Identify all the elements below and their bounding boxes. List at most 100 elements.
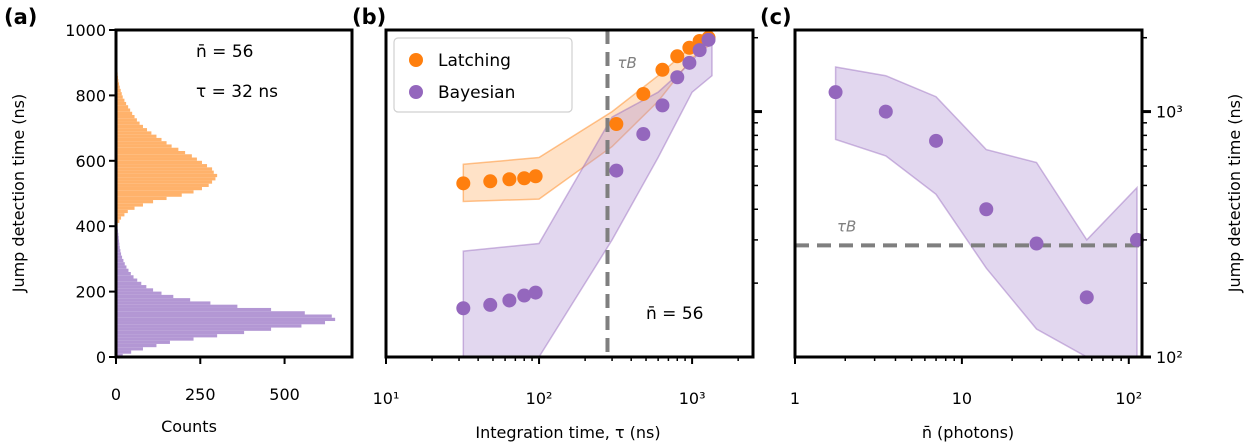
histogram-bar-bayesian <box>116 291 162 295</box>
point-latching <box>670 49 685 64</box>
histogram-bar-latching <box>116 180 213 184</box>
point-bayesian <box>929 133 944 148</box>
point-bayesian <box>1029 236 1044 251</box>
histogram-bar-latching <box>116 193 182 197</box>
histogram-bar-bayesian <box>116 298 191 302</box>
histogram-bar-latching <box>116 157 197 161</box>
legend-latching-label: Latching <box>438 51 511 71</box>
point-latching <box>636 86 651 101</box>
histogram-bar-bayesian <box>116 317 336 322</box>
histogram-bar-latching <box>116 141 167 145</box>
histogram-bar-latching <box>116 173 218 178</box>
panel-c-x-tick-label: 10 <box>952 389 972 408</box>
histogram-bar-bayesian <box>116 294 174 299</box>
histogram-bar-latching <box>116 164 208 168</box>
histogram-bar-latching <box>116 124 143 129</box>
point-bayesian <box>828 85 843 100</box>
panel-a-y-label: Jump detection time (ns) <box>9 94 28 294</box>
histogram-bar-latching <box>116 95 123 99</box>
histogram-bar-bayesian <box>116 245 120 250</box>
point-latching <box>456 176 471 191</box>
histogram-bar-bayesian <box>116 249 121 253</box>
histogram-bar-latching <box>116 170 214 174</box>
panel-a-x-tick-label: 0 <box>111 385 121 404</box>
histogram-bar-bayesian <box>116 324 302 328</box>
panel-c: (c) τB 1 10 10² 10² 10³ n̄ (photons) Jump de… <box>760 5 1244 442</box>
panel-a-x-label: Counts <box>161 417 217 436</box>
histogram-bar-bayesian <box>116 334 218 338</box>
histogram-bar-latching <box>116 216 122 220</box>
histogram-bar-bayesian <box>116 337 194 341</box>
panel-a-frame <box>114 28 354 359</box>
panel-b-nbar-annotation: n̄ = 56 <box>646 304 703 324</box>
histogram-bar-bayesian <box>116 307 272 312</box>
histogram-bar-latching <box>116 196 167 201</box>
histogram-bar-latching <box>116 206 135 210</box>
point-bayesian <box>528 285 543 300</box>
point-bayesian <box>692 43 707 58</box>
point-bayesian <box>878 104 893 119</box>
histogram-bar-latching <box>116 111 133 116</box>
histogram-bar-latching <box>116 101 127 106</box>
panel-b: (b) τB 10¹ 10² 10³ Latching Bayesian n̄ = … <box>352 5 762 442</box>
histogram-bar-latching <box>116 186 202 191</box>
histogram-bar-latching <box>116 82 120 86</box>
panel-b-legend: Latching Bayesian <box>393 37 573 113</box>
point-bayesian <box>655 98 670 113</box>
panel-a-x-tick-label: 250 <box>185 385 216 404</box>
histogram-bar-latching <box>116 219 120 223</box>
histogram-bar-bayesian <box>116 321 326 325</box>
panel-c-letter: (c) <box>760 5 792 29</box>
histogram-bar-bayesian <box>116 343 157 348</box>
histogram-bar-latching <box>116 134 157 138</box>
panel-b-points <box>456 30 716 316</box>
histogram-bar-latching <box>116 137 162 142</box>
point-latching <box>528 169 543 184</box>
panel-a: (a) 0 250 500 0 200 400 600 800 1000 n̄ = 56 τ =… <box>4 5 354 436</box>
point-latching <box>517 171 532 186</box>
histogram-bar-bayesian <box>116 347 143 351</box>
histogram-bar-latching <box>116 183 209 187</box>
panel-a-histogram <box>116 30 336 357</box>
panel-b-x-tick-label: 10¹ <box>373 389 400 408</box>
legend-bayesian-label: Bayesian <box>438 83 515 103</box>
histogram-bar-bayesian <box>116 265 127 269</box>
panel-c-x-tick-label: 1 <box>790 389 800 408</box>
panel-a-y-tick-label: 600 <box>75 152 106 171</box>
panel-a-y-tick-label: 800 <box>75 86 106 105</box>
histogram-bar-bayesian <box>116 242 120 246</box>
histogram-bar-bayesian <box>116 275 134 279</box>
histogram-bar-latching <box>116 115 135 119</box>
histogram-bar-latching <box>116 88 121 93</box>
histogram-bar-latching <box>116 131 152 135</box>
panel-a-letter: (a) <box>4 5 37 29</box>
histogram-bar-bayesian <box>116 271 131 276</box>
histogram-bar-bayesian <box>116 281 142 286</box>
point-bayesian <box>682 55 697 70</box>
histogram-bar-bayesian <box>116 239 120 243</box>
point-bayesian <box>517 288 532 303</box>
histogram-bar-latching <box>116 154 192 158</box>
point-latching <box>502 172 517 187</box>
panel-a-ticks: 0 250 500 0 200 400 600 800 1000 <box>65 21 300 404</box>
point-bayesian <box>502 293 517 308</box>
panel-b-x-tick-label: 10³ <box>679 389 706 408</box>
panel-c-y-label: Jump detection time (ns) <box>1225 94 1244 294</box>
panel-c-y-tick-label: 10³ <box>1156 103 1183 122</box>
point-latching <box>609 117 624 132</box>
histogram-bar-bayesian <box>116 353 123 357</box>
panel-c-points <box>828 85 1144 305</box>
histogram-bar-latching <box>116 85 120 89</box>
histogram-bar-bayesian <box>116 350 132 354</box>
histogram-bar-bayesian <box>116 330 245 335</box>
legend-bayesian-marker <box>409 85 423 99</box>
histogram-bar-bayesian <box>116 301 211 305</box>
panel-a-x-tick-label: 500 <box>269 385 300 404</box>
histogram-bar-bayesian <box>116 288 154 292</box>
panel-b-x-label: Integration time, τ (ns) <box>475 423 660 442</box>
histogram-bar-latching <box>116 177 216 181</box>
histogram-bar-latching <box>116 213 125 217</box>
histogram-bar-latching <box>116 200 154 204</box>
panel-c-ticks: 1 10 10² 10² 10³ <box>790 36 1183 408</box>
